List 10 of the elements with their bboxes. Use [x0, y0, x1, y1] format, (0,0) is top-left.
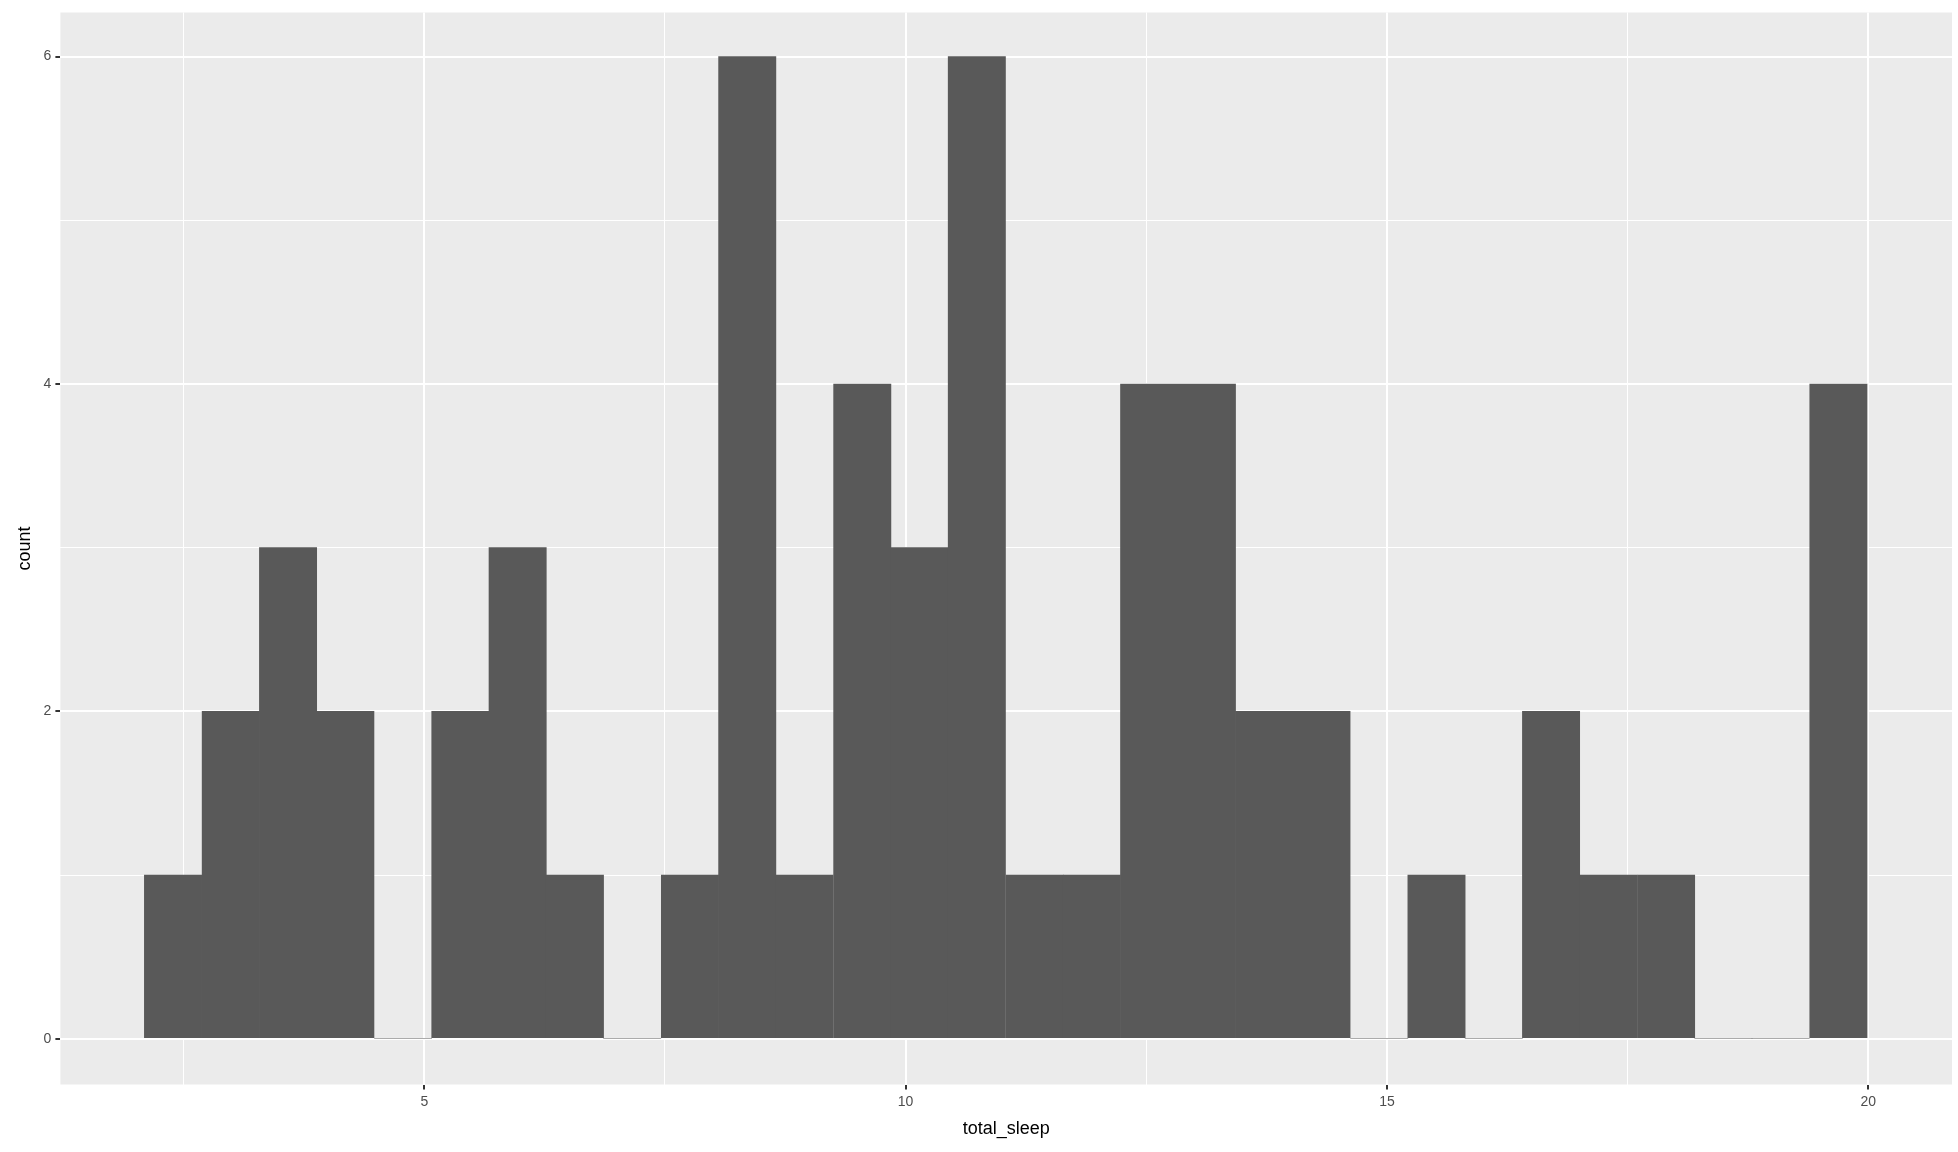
x-tick-label: 20 — [1860, 1092, 1877, 1109]
y-tick-label: 4 — [43, 374, 52, 391]
y-tick-label: 6 — [43, 47, 52, 64]
x-tick-label: 5 — [420, 1092, 429, 1109]
x-tick-label: 15 — [1379, 1092, 1395, 1109]
y-axis-title: count — [13, 526, 34, 571]
x-tick-label: 10 — [897, 1092, 914, 1109]
y-tick-label: 0 — [43, 1029, 52, 1046]
x-axis-title: total_sleep — [962, 1118, 1050, 1140]
y-tick-label: 2 — [43, 702, 52, 719]
